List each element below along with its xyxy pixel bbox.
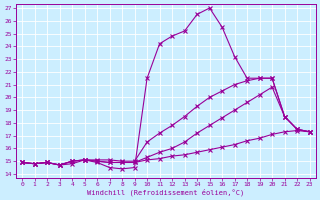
X-axis label: Windchill (Refroidissement éolien,°C): Windchill (Refroidissement éolien,°C) xyxy=(87,188,244,196)
